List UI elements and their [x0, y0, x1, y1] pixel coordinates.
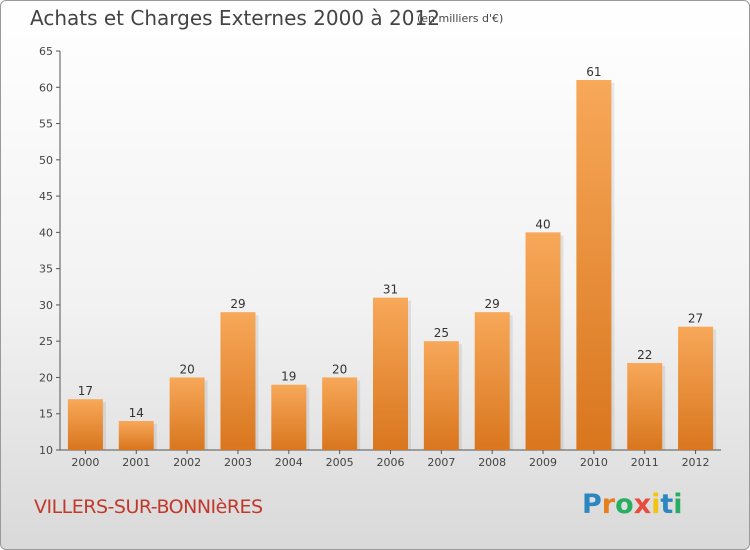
x-tick-label: 2002 [173, 456, 201, 469]
x-tick-label: 2004 [275, 456, 303, 469]
bar [271, 384, 307, 450]
bar [525, 232, 561, 450]
bar [220, 312, 256, 450]
bar-value-label: 61 [586, 65, 601, 79]
y-tick-label: 15 [39, 408, 53, 421]
x-tick-label: 2006 [377, 456, 405, 469]
bar-value-label: 27 [688, 312, 703, 326]
logo-letter: t [660, 489, 674, 520]
x-tick-label: 2007 [427, 456, 455, 469]
bar [373, 297, 408, 450]
bar-value-label: 17 [78, 384, 93, 398]
logo-letter: i [673, 489, 683, 520]
x-tick-label: 2010 [580, 456, 608, 469]
bar-value-label: 22 [637, 348, 652, 362]
logo-letter: r [601, 489, 616, 520]
x-tick-label: 2012 [682, 456, 710, 469]
y-tick-label: 55 [39, 118, 53, 131]
bar [118, 420, 154, 450]
commune-name: VILLERS-SUR-BONNIèRES [34, 496, 263, 518]
y-tick-label: 45 [39, 190, 53, 203]
bar [474, 312, 510, 450]
bar [678, 326, 714, 450]
bar-value-label: 14 [129, 406, 144, 420]
y-tick-label: 40 [39, 226, 53, 239]
x-tick-label: 2005 [326, 456, 354, 469]
bar-value-label: 20 [332, 362, 347, 376]
bar [67, 399, 103, 450]
chart-unit: (en milliers d'€) [417, 12, 504, 25]
labels: 10 15 20 25 30 35 40 45 50 55 60 65 17 2000 14 2001 20 20… [39, 45, 710, 469]
bar-value-label: 31 [383, 283, 398, 297]
logo-letter: P [582, 489, 602, 520]
logo-letter: i [651, 489, 661, 520]
bar [322, 377, 358, 450]
y-tick-label: 20 [39, 371, 53, 384]
logo-letter: x [633, 489, 652, 520]
y-tick-label: 25 [39, 335, 53, 348]
bar-value-label: 20 [179, 362, 194, 376]
bar [627, 362, 663, 450]
y-tick-label: 50 [39, 154, 53, 167]
logo-letter: o [615, 489, 634, 520]
bar-value-label: 25 [434, 326, 449, 340]
x-tick-label: 2009 [529, 456, 557, 469]
y-tick-label: 30 [39, 299, 53, 312]
bar-value-label: 29 [230, 297, 245, 311]
x-tick-label: 2011 [631, 456, 659, 469]
y-tick-label: 35 [39, 263, 53, 276]
y-tick-label: 60 [39, 81, 53, 94]
bar-value-label: 29 [485, 297, 500, 311]
x-tick-label: 2008 [478, 456, 506, 469]
bar [423, 341, 459, 450]
bar-value-label: 19 [281, 370, 296, 384]
y-tick-label: 10 [39, 444, 53, 457]
bars [67, 80, 717, 450]
proxiti-logo: Proxiti [582, 489, 683, 520]
x-tick-label: 2000 [71, 456, 99, 469]
bar-value-label: 40 [535, 217, 550, 231]
x-tick-label: 2001 [122, 456, 150, 469]
bar [576, 80, 612, 450]
bar [169, 377, 205, 450]
x-tick-label: 2003 [224, 456, 252, 469]
y-tick-label: 65 [39, 45, 53, 58]
chart-title: Achats et Charges Externes 2000 à 2012 [30, 6, 440, 30]
